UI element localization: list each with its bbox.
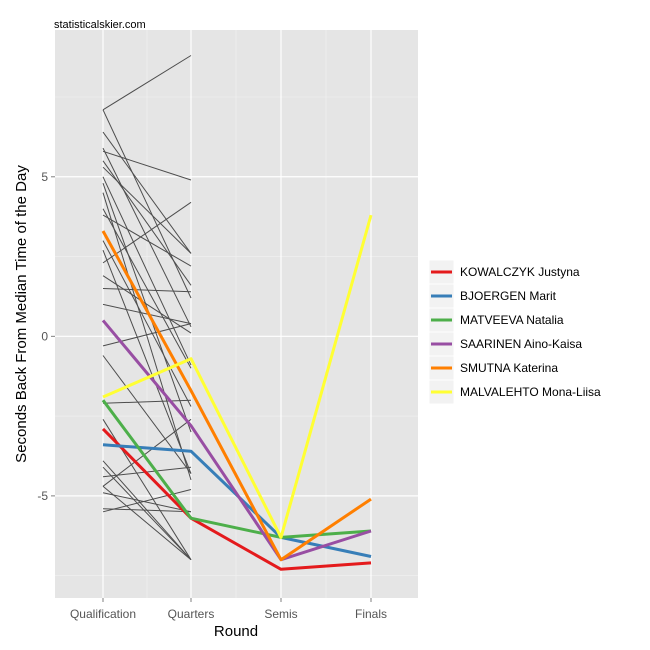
background-line xyxy=(102,147,192,328)
background-line xyxy=(102,303,192,325)
plot-panel xyxy=(55,30,418,598)
series-line xyxy=(101,319,372,562)
background-line xyxy=(102,399,192,404)
x-axis: Qualification Quarters Semis Finals xyxy=(70,598,387,621)
background-line xyxy=(102,355,192,474)
x-tick-label: Finals xyxy=(355,607,387,621)
series-lines xyxy=(101,214,373,571)
background-lines xyxy=(102,55,192,561)
background-line xyxy=(102,275,192,334)
legend-label: MALVALEHTO Mona-Liisa xyxy=(460,385,601,399)
gridlines xyxy=(55,30,418,598)
background-line xyxy=(102,192,192,481)
series-line xyxy=(101,399,372,539)
background-line xyxy=(102,201,192,264)
background-line xyxy=(102,492,192,513)
series-line xyxy=(101,230,372,562)
background-line xyxy=(102,55,192,111)
background-line xyxy=(102,418,192,487)
x-tick-label: Qualification xyxy=(70,607,136,621)
y-tick-label: 0 xyxy=(41,329,48,343)
background-line xyxy=(102,288,192,293)
legend-label: MATVEEVA Natalia xyxy=(460,313,564,327)
background-line xyxy=(102,166,192,254)
legend-label: BJOERGEN Marit xyxy=(460,289,557,303)
background-line xyxy=(102,214,192,267)
y-tick-label: -5 xyxy=(37,489,48,503)
y-tick-label: 5 xyxy=(41,170,48,184)
background-line xyxy=(102,131,192,254)
x-axis-title: Round xyxy=(214,623,258,640)
x-tick-label: Quarters xyxy=(168,607,215,621)
background-line xyxy=(102,323,192,347)
background-line xyxy=(102,489,192,513)
background-line xyxy=(102,250,192,474)
background-line xyxy=(102,208,192,369)
background-line xyxy=(102,150,192,181)
y-axis: -5 0 5 xyxy=(37,170,55,503)
background-line xyxy=(102,466,192,561)
legend-label: SAARINEN Aino-Kaisa xyxy=(460,337,582,351)
background-line xyxy=(102,240,192,407)
x-tick-label: Semis xyxy=(264,607,297,621)
legend-label: KOWALCZYK Justyna xyxy=(460,265,580,279)
background-line xyxy=(102,485,192,561)
legend-label: SMUTNA Katerina xyxy=(460,361,558,375)
y-axis-title: Seconds Back From Median Time of the Day xyxy=(13,165,30,463)
background-line xyxy=(102,176,192,366)
background-line xyxy=(102,109,192,299)
watermark: statisticalskier.com xyxy=(54,19,146,31)
series-line xyxy=(102,214,373,539)
series-line xyxy=(101,427,372,571)
background-line xyxy=(102,460,192,561)
legend: KOWALCZYK Justyna BJOERGEN Marit MATVEEVA … xyxy=(428,259,601,405)
background-line xyxy=(102,183,192,433)
